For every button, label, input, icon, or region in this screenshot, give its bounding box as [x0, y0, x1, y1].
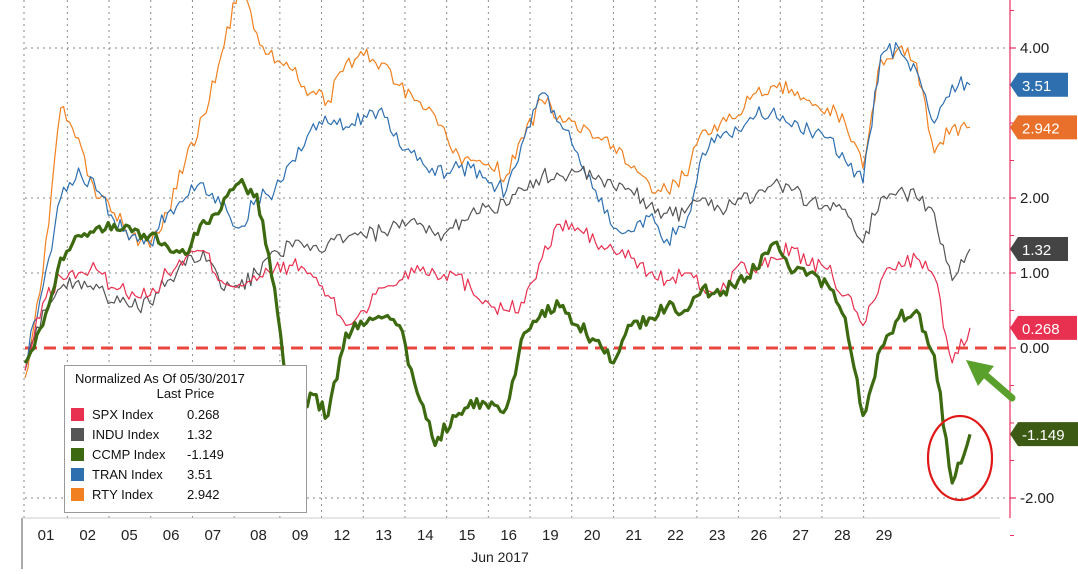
last-price-tag	[1010, 72, 1068, 97]
series-layer	[23, 0, 972, 485]
legend-value: 2.942	[187, 486, 220, 502]
x-tick-label: 26	[751, 527, 768, 544]
legend-swatch-ccmp	[71, 447, 84, 461]
last-price-label: 3.51	[1010, 72, 1068, 97]
series-line-rty	[24, 0, 971, 379]
legend-swatch-spx	[71, 407, 84, 421]
last-price-tag	[1010, 315, 1077, 340]
x-tick-label: 02	[79, 527, 96, 544]
legend-swatch-tran	[71, 467, 84, 481]
arrow-shaft	[978, 368, 1016, 402]
x-tick-label: 12	[334, 527, 351, 544]
legend-value: 1.32	[187, 426, 213, 442]
y-tick-label: 2.00	[1020, 190, 1049, 207]
red-circle-annotation	[926, 414, 994, 502]
y-tick-label: 1.00	[1020, 265, 1049, 282]
legend-name: SPX Index	[92, 406, 154, 422]
x-tick-label: 01	[38, 527, 55, 544]
last-price-label-layer: 3.51 2.942 1.32 0.268 -1.149	[1010, 72, 1078, 447]
legend-title: Normalized As Of 05/30/2017	[75, 371, 245, 386]
last-price-tag	[1010, 237, 1068, 261]
last-price-text: 1.32	[1022, 242, 1051, 259]
last-price-label: -1.149	[1010, 422, 1078, 447]
x-tick-label: 19	[542, 527, 559, 544]
series-line-ccmp	[23, 178, 972, 485]
x-tick-label: 21	[625, 527, 642, 544]
last-price-tag	[1010, 115, 1077, 140]
series-line-indu	[24, 165, 971, 371]
x-tick-label: 06	[163, 527, 180, 544]
x-tick-label: 08	[250, 527, 267, 544]
legend-name: TRAN Index	[92, 466, 163, 482]
x-tick-label: 27	[792, 527, 809, 544]
legend-item-tran: TRAN Index 3.51	[71, 464, 300, 484]
legend-swatch-indu	[71, 427, 84, 441]
green-arrow-annotation	[966, 360, 1016, 402]
annotation-layer	[926, 360, 1016, 502]
legend-value: 0.268	[187, 406, 220, 422]
last-price-text: 0.268	[1022, 321, 1060, 338]
x-tick-label: 14	[417, 527, 434, 544]
x-tick-label: 28	[834, 527, 851, 544]
x-tick-label: 13	[375, 527, 392, 544]
last-price-tag	[1010, 422, 1078, 447]
x-tick-label: 16	[500, 527, 517, 544]
last-price-text: -1.149	[1022, 427, 1065, 444]
y-tick-label: 4.00	[1020, 40, 1049, 57]
arrow-head	[966, 360, 994, 386]
legend-item-spx: SPX Index 0.268	[71, 404, 300, 424]
x-tick-label: 15	[459, 527, 476, 544]
legend-item-rty: RTY Index 2.942	[71, 484, 300, 504]
x-tick-label: 29	[876, 527, 893, 544]
legend-subtitle: Last Price	[156, 386, 215, 401]
x-axis-title: Jun 2017	[471, 549, 529, 565]
legend-item-indu: INDU Index 1.32	[71, 424, 300, 444]
last-price-text: 2.942	[1022, 120, 1060, 137]
legend-name: CCMP Index	[92, 446, 166, 462]
series-line-tran	[24, 42, 971, 364]
legend: Normalized As Of 05/30/2017 Last Price S…	[64, 365, 307, 513]
grid-layer	[23, 0, 1010, 518]
legend-swatch-rty	[71, 487, 84, 501]
x-tick-label: 05	[121, 527, 138, 544]
legend-item-ccmp: CCMP Index -1.149	[71, 444, 300, 464]
axes-layer: 4.00 2.00 1.00 0.00 -2.00 01 02 05 06 07 08 09 12 13 1…	[21, 0, 1054, 569]
last-price-label: 0.268	[1010, 315, 1077, 340]
last-price-label: 2.942	[1010, 115, 1077, 140]
legend-value: -1.149	[187, 446, 224, 462]
legend-name: INDU Index	[92, 426, 160, 442]
legend-value: 3.51	[187, 466, 213, 482]
series-line-spx	[24, 219, 971, 371]
x-tick-label: 07	[204, 527, 221, 544]
last-price-text: 3.51	[1022, 78, 1051, 95]
y-tick-label: 0.00	[1020, 340, 1049, 357]
legend-name: RTY Index	[92, 486, 153, 502]
x-tick-label: 22	[667, 527, 684, 544]
y-tick-label: -2.00	[1020, 490, 1054, 507]
x-tick-label: 20	[584, 527, 601, 544]
x-tick-label: 09	[292, 527, 309, 544]
x-tick-label: 23	[709, 527, 726, 544]
last-price-label: 1.32	[1010, 237, 1068, 261]
